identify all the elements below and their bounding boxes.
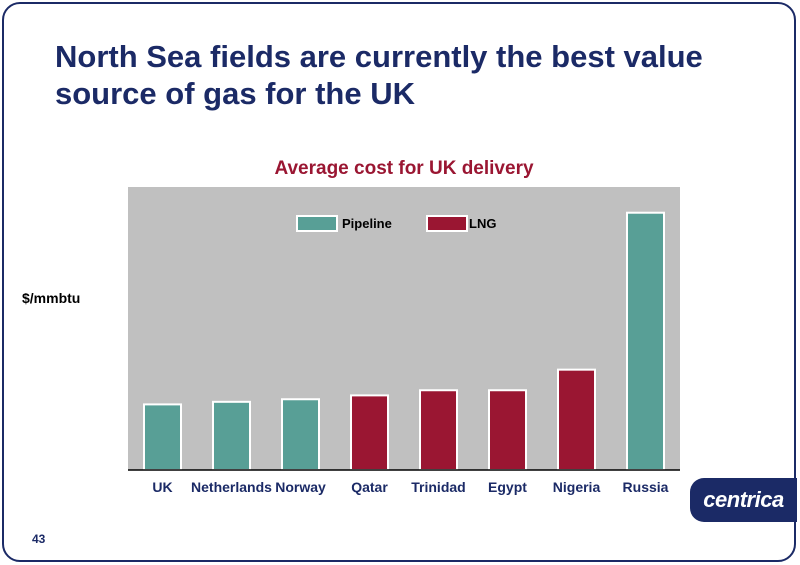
bar-norway [281,398,320,471]
bar-egypt [488,389,527,471]
bar-netherlands [212,400,251,471]
bar-trinidad [419,389,458,471]
plot-area [128,187,680,470]
slide-title-line-2: source of gas for the UK [55,76,415,111]
slide-title: North Sea fields are currently the best … [55,38,755,112]
x-tick-label: Netherlands [191,479,272,495]
x-tick-label: Norway [275,479,326,495]
bar-russia [626,211,665,472]
legend-swatch-pipeline [296,215,338,232]
slide-title-line-1: North Sea fields are currently the best … [55,39,703,74]
x-tick-label: Russia [623,479,669,495]
y-axis-label: $/mmbtu [22,290,81,306]
x-tick-label: Nigeria [553,479,601,495]
legend-label-lng: LNG [469,216,496,231]
page-number: 43 [32,532,46,546]
centrica-logo: centrica [690,478,797,522]
chart-title: Average cost for UK delivery [274,158,534,179]
legend-swatch-lng [426,215,468,232]
x-tick-label: UK [152,479,172,495]
logo-text: centrica [703,487,784,512]
bar-nigeria [557,368,596,471]
x-tick-label: Egypt [488,479,527,495]
legend-label-pipeline: Pipeline [342,216,392,231]
x-tick-label: Qatar [351,479,388,495]
bar-qatar [350,394,389,471]
bar-uk [143,403,182,471]
x-tick-label: Trinidad [411,479,465,495]
